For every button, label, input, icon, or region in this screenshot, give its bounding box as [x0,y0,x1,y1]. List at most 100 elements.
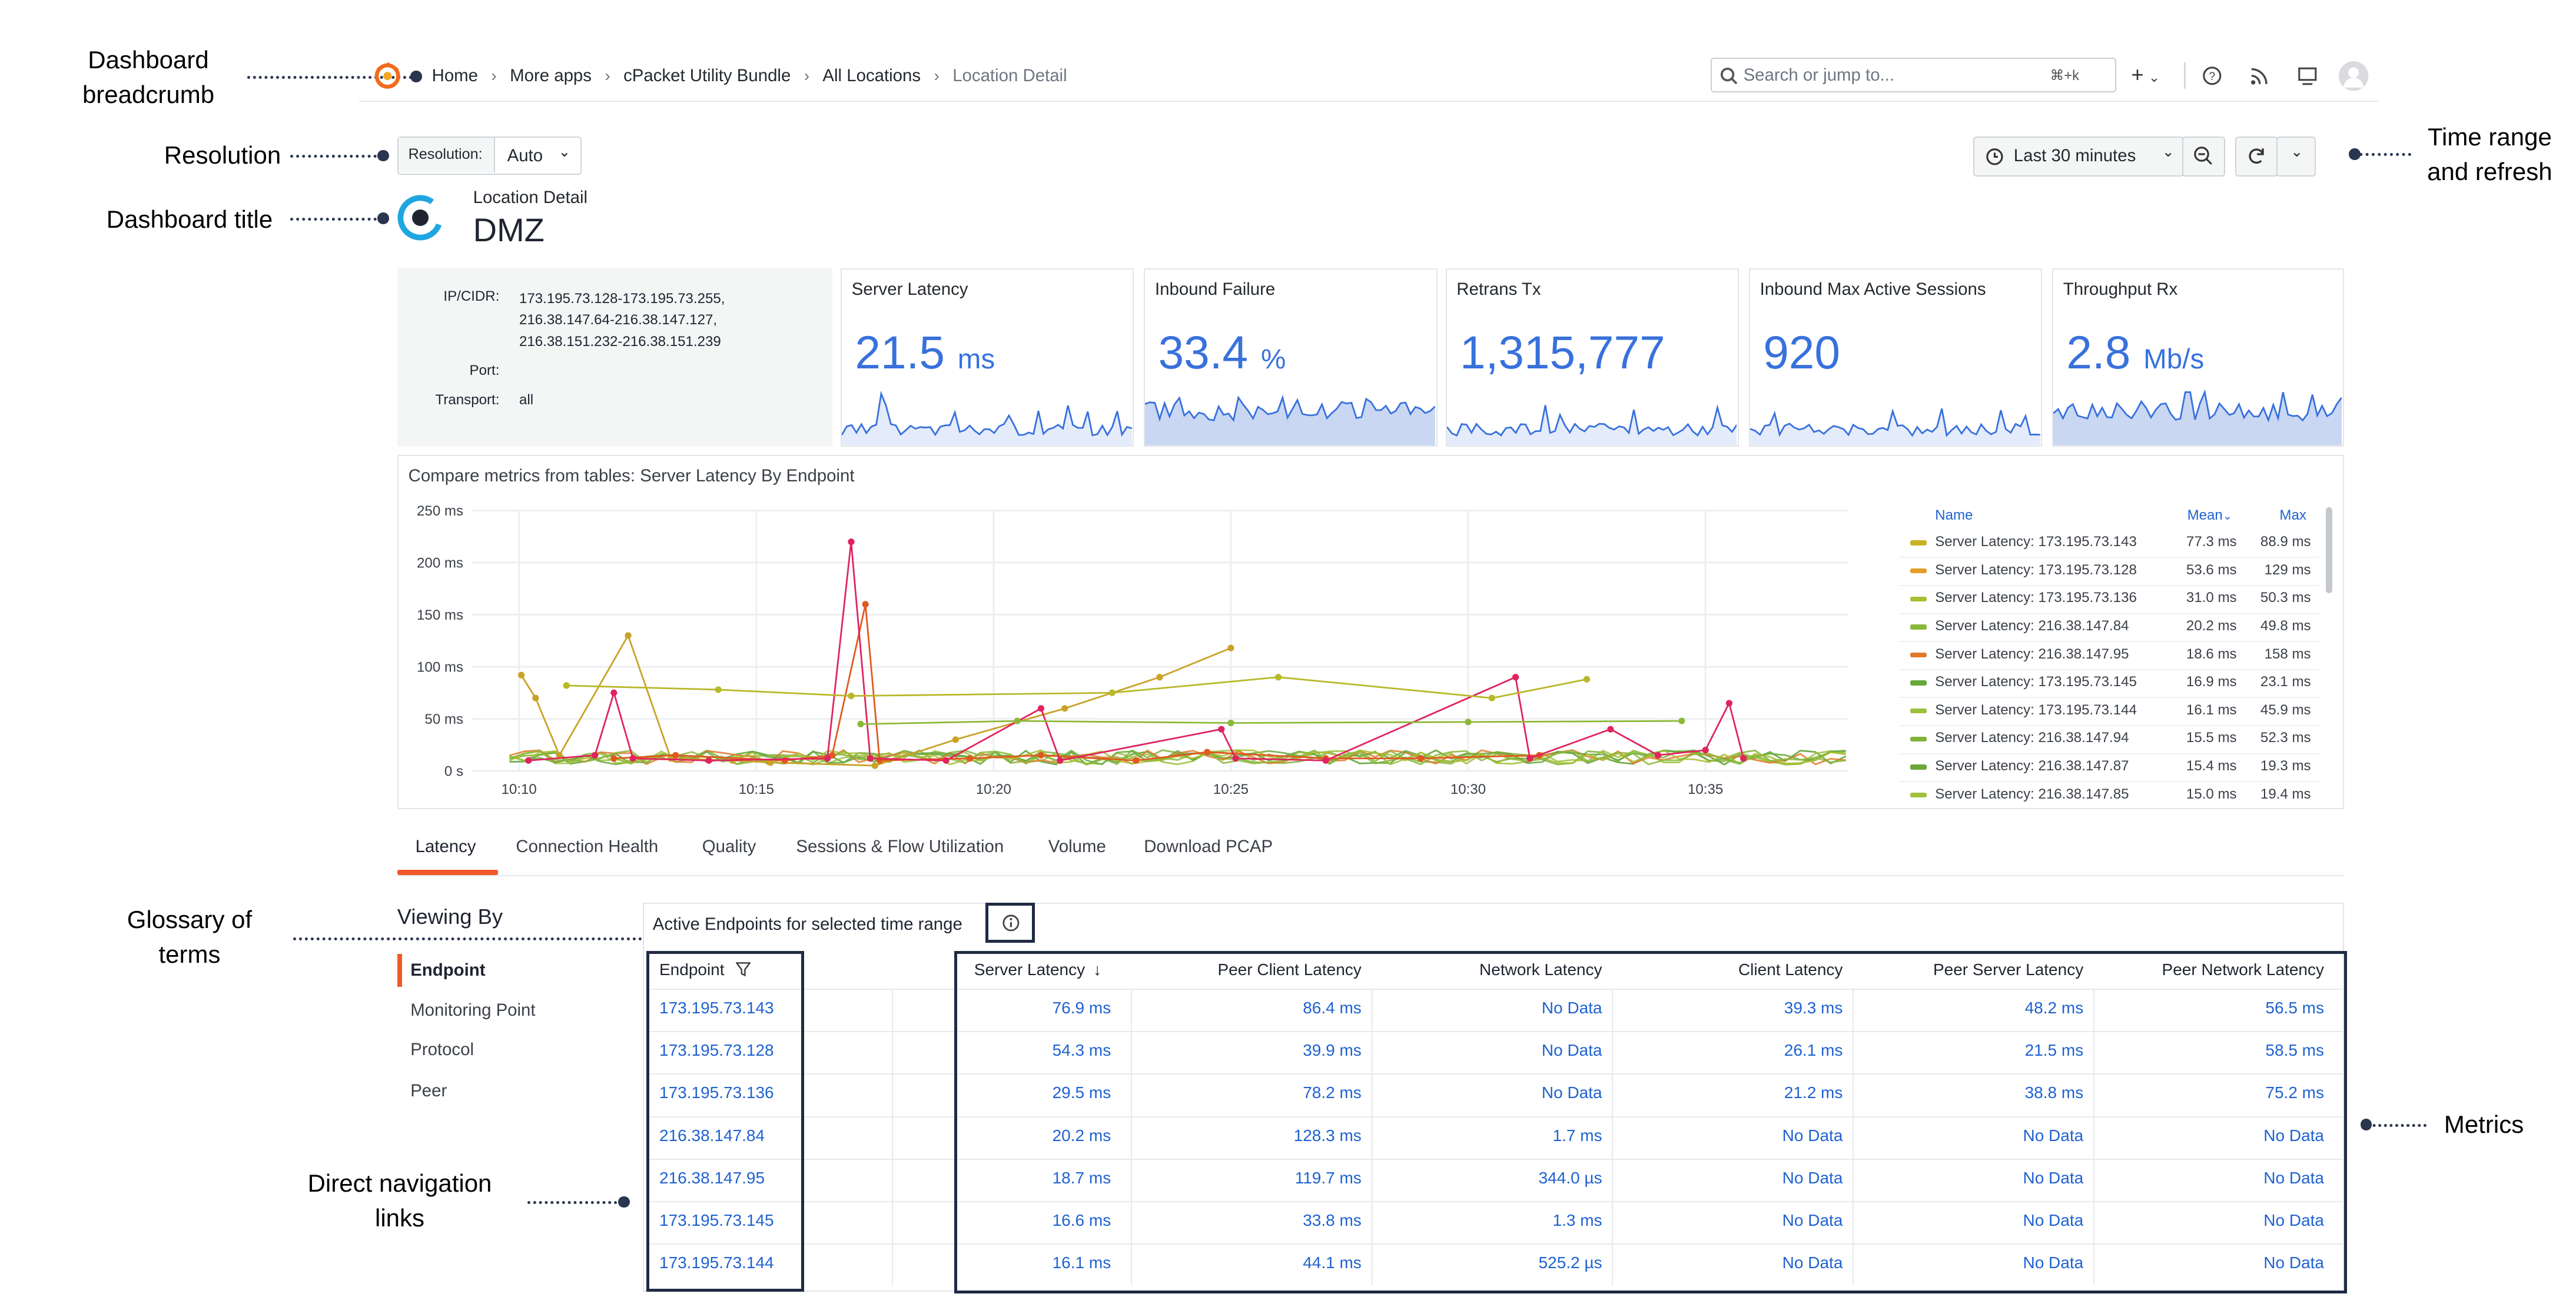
breadcrumb-more-apps[interactable]: More apps [510,66,592,85]
series-point[interactable] [610,690,618,697]
metric-cell[interactable]: No Data [1541,998,1602,1017]
metric-cell[interactable]: 75.2 ms [2265,1083,2324,1102]
series-point[interactable] [857,721,864,728]
series-point[interactable] [1156,674,1163,681]
column-header-peer-network-latency[interactable]: Peer Network Latency [2162,960,2324,979]
metric-cell[interactable]: 33.8 ms [1303,1211,1362,1229]
legend-item[interactable]: Server Latency: 216.38.147.95 18.6 ms 15… [1898,641,2319,670]
series-line-2[interactable] [528,541,1744,762]
metric-cell[interactable]: 18.7 ms [1052,1168,1111,1187]
metric-cell[interactable]: 16.1 ms [1052,1253,1111,1272]
metric-cell[interactable]: 21.2 ms [1784,1083,1843,1102]
metric-cell[interactable]: 26.1 ms [1784,1041,1843,1060]
stat-panel-inbound-max-active-sessions[interactable]: Inbound Max Active Sessions 920 [1748,268,2043,447]
series-point[interactable] [862,601,869,608]
metric-cell[interactable]: 1.7 ms [1552,1126,1602,1145]
legend-item[interactable]: Server Latency: 173.195.73.128 53.6 ms 1… [1898,557,2319,586]
series-point[interactable] [1037,752,1044,759]
series-point[interactable] [952,736,959,743]
column-header-peer-server-latency[interactable]: Peer Server Latency [1933,960,2084,979]
stat-panel-retrans-tx[interactable]: Retrans Tx 1,315,777 [1445,268,1739,447]
stat-panel-inbound-failure[interactable]: Inbound Failure 33.4 % [1144,268,1438,447]
tab-latency[interactable]: Latency [415,837,476,857]
metric-cell[interactable]: No Data [2263,1253,2324,1272]
series-point[interactable] [610,755,618,762]
add-new-button[interactable]: + ⌄ [2131,62,2160,87]
legend-header-max[interactable]: Max [2279,507,2306,524]
metric-cell[interactable]: 58.5 ms [2265,1041,2324,1060]
column-header-network-latency[interactable]: Network Latency [1479,960,1602,979]
series-point[interactable] [848,693,855,700]
legend-item[interactable]: Server Latency: 216.38.147.87 15.4 ms 19… [1898,753,2319,783]
series-line-0[interactable] [520,634,1231,767]
series-point[interactable] [1218,726,1225,733]
series-point[interactable] [871,762,878,770]
series-point[interactable] [828,752,836,759]
series-point[interactable] [1061,705,1068,712]
viewing-by-protocol[interactable]: Protocol [410,1039,474,1059]
metric-cell[interactable]: No Data [2023,1211,2084,1229]
metric-cell[interactable]: No Data [2023,1126,2084,1145]
series-point[interactable] [1227,720,1234,727]
metric-cell[interactable]: 344.0 µs [1538,1168,1602,1187]
metric-cell[interactable]: No Data [1541,1083,1602,1102]
legend-item[interactable]: Server Latency: 173.195.73.144 16.1 ms 4… [1898,697,2319,726]
series-point[interactable] [1227,644,1234,652]
glossary-info-button[interactable] [985,903,1035,943]
stat-panel-throughput-rx[interactable]: Throughput Rx 2.8 Mb/s [2052,268,2344,447]
breadcrumb-cpacket-bundle[interactable]: cPacket Utility Bundle [623,66,791,85]
series-point[interactable] [1417,755,1424,762]
metric-cell[interactable]: No Data [1541,1041,1602,1060]
breadcrumb-all-locations[interactable]: All Locations [822,66,921,85]
legend-item[interactable]: Server Latency: 173.195.73.145 16.9 ms 2… [1898,669,2319,699]
endpoint-link[interactable]: 216.38.147.95 [659,1168,765,1187]
series-point[interactable] [525,757,532,764]
metric-cell[interactable]: No Data [1782,1126,1843,1145]
breadcrumb-home[interactable]: Home [431,66,478,85]
series-point[interactable] [1037,705,1044,712]
series-point[interactable] [867,755,874,762]
series-point[interactable] [629,755,636,762]
help-icon[interactable]: ? [2202,66,2222,86]
metric-cell[interactable]: No Data [1782,1253,1843,1272]
series-point[interactable] [705,757,712,764]
series-point[interactable] [1654,752,1661,759]
tab-download-pcap[interactable]: Download PCAP [1144,837,1273,857]
series-point[interactable] [1108,690,1116,697]
metric-cell[interactable]: 39.9 ms [1303,1041,1362,1060]
metric-cell[interactable]: 48.2 ms [2024,998,2084,1017]
legend-scrollbar[interactable] [2325,507,2332,593]
series-point[interactable] [517,671,525,679]
legend-header-mean[interactable]: Mean⌄ [2187,507,2233,524]
viewing-by-monitoring-point[interactable]: Monitoring Point [410,1000,536,1020]
series-point[interactable] [1740,755,1747,762]
metric-cell[interactable]: No Data [2263,1126,2324,1145]
filter-icon[interactable] [735,962,751,977]
metric-cell[interactable]: 39.3 ms [1784,998,1843,1017]
metric-cell[interactable]: 29.5 ms [1052,1083,1111,1102]
series-point[interactable] [1488,694,1495,702]
series-point[interactable] [715,686,722,693]
metric-cell[interactable]: 119.7 ms [1294,1168,1362,1187]
endpoint-link[interactable]: 216.38.147.84 [659,1126,765,1145]
metric-cell[interactable]: 128.3 ms [1293,1126,1362,1145]
metric-cell[interactable]: 44.1 ms [1303,1253,1362,1272]
legend-header-name[interactable]: Name [1935,507,1973,524]
column-header-endpoint[interactable]: Endpoint [659,960,751,979]
endpoint-link[interactable]: 173.195.73.128 [659,1041,774,1060]
metric-cell[interactable]: 76.9 ms [1052,998,1111,1017]
series-point[interactable] [781,757,788,764]
metric-cell[interactable]: 56.5 ms [2265,998,2324,1017]
series-point[interactable] [1465,719,1472,726]
refresh-interval-select[interactable]: ⌄ [2276,137,2316,177]
series-point[interactable] [1702,747,1709,754]
legend-item[interactable]: Server Latency: 216.38.147.94 15.5 ms 52… [1898,725,2319,754]
metric-cell[interactable]: 54.3 ms [1052,1041,1111,1060]
series-point[interactable] [1132,757,1140,764]
time-range-picker[interactable]: Last 30 minutes ⌄ [1973,137,2184,177]
series-point[interactable] [824,755,831,762]
series-point[interactable] [1583,676,1590,683]
column-header-server-latency[interactable]: Server Latency ↓ [974,960,1102,979]
series-line-4[interactable] [860,720,1682,726]
series-point[interactable] [1512,674,1519,681]
